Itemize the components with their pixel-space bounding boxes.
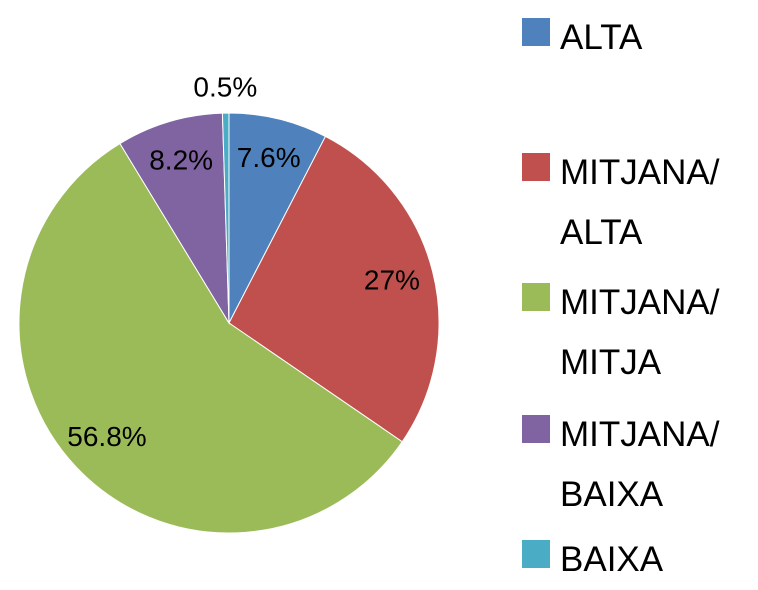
chart: 7.6% 27% 56.8% 8.2% 0.5% bbox=[18, 71, 440, 534]
legend-label: MITJANA/ MITJA bbox=[560, 283, 720, 382]
pie-slice bbox=[221, 112, 230, 324]
legend-item: MITJANA/ BAIXA bbox=[522, 405, 750, 525]
pie-slice bbox=[228, 135, 440, 443]
legend-item: BAIXA bbox=[522, 530, 750, 590]
data-label: 56.8% bbox=[67, 421, 146, 452]
data-label: 27% bbox=[364, 264, 420, 295]
legend-label: MITJANA/ ALTA bbox=[560, 153, 720, 252]
legend-swatch bbox=[522, 18, 550, 46]
data-label: 0.5% bbox=[193, 71, 257, 102]
legend-swatch bbox=[522, 415, 550, 443]
page: {"chart_data": {"type": "pie", "categori… bbox=[18, 8, 750, 579]
data-label: 8.2% bbox=[149, 144, 213, 175]
pie-slice bbox=[119, 112, 230, 325]
legend-label: BAIXA bbox=[560, 540, 664, 579]
legend-swatch bbox=[522, 153, 550, 181]
legend-item: MITJANA/ ALTA bbox=[522, 143, 750, 263]
legend-swatch bbox=[522, 540, 550, 568]
legend-item: ALTA bbox=[522, 8, 750, 68]
legend-label: ALTA bbox=[560, 18, 643, 57]
legend-swatch bbox=[522, 283, 550, 311]
legend-item: MITJANA/ MITJA bbox=[522, 273, 750, 393]
data-label: 7.6% bbox=[237, 142, 301, 173]
pie-slice bbox=[18, 142, 403, 534]
legend-label: MITJANA/ BAIXA bbox=[560, 415, 720, 514]
pie-slice bbox=[228, 112, 327, 324]
